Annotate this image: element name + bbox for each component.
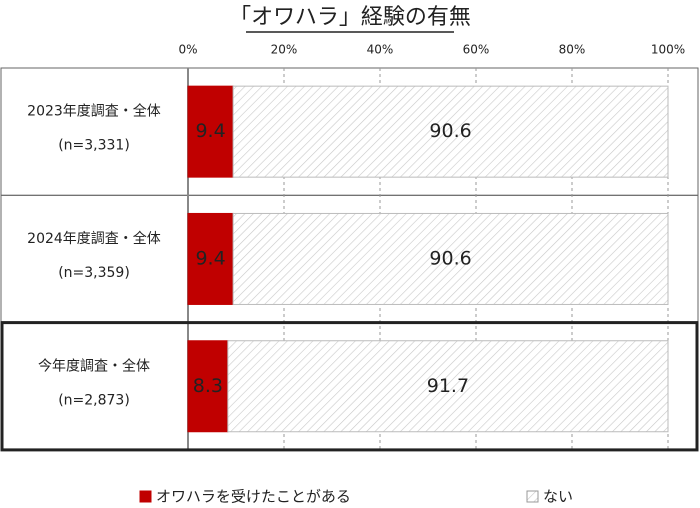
value-label: 90.6: [429, 120, 471, 142]
legend-swatch: [139, 490, 152, 503]
value-label: 8.3: [193, 375, 223, 397]
bar-segment: [232, 85, 669, 178]
sample-size: (n=2,873): [58, 392, 130, 408]
value-label: 9.4: [195, 120, 225, 142]
chart-title: 「オワハラ」経験の有無: [229, 5, 471, 30]
x-tick-label: 60%: [463, 43, 490, 57]
category-label: 2023年度調査・全体: [27, 103, 161, 120]
sample-size: (n=3,331): [58, 138, 130, 154]
legend-swatch: [526, 490, 539, 503]
x-tick-label: 0%: [178, 43, 197, 57]
legend-label: オワハラを受けたことがある: [156, 488, 351, 506]
value-label: 90.6: [429, 247, 471, 269]
highlight-box: [0, 321, 699, 452]
sample-size: (n=3,359): [58, 265, 130, 281]
category-label: 2024年度調査・全体: [27, 230, 161, 247]
bar-segment: [187, 212, 234, 305]
bar-segment: [232, 212, 669, 305]
bar-segment: [187, 340, 229, 433]
category-label: 今年度調査・全体: [38, 357, 150, 374]
legend-label: ない: [543, 488, 573, 506]
x-tick-label: 100%: [651, 43, 685, 57]
x-tick-label: 80%: [559, 43, 586, 57]
x-tick-label: 20%: [271, 43, 298, 57]
value-label: 91.7: [427, 375, 469, 397]
value-label: 9.4: [195, 247, 225, 269]
x-tick-label: 40%: [367, 43, 394, 57]
bar-segment: [227, 340, 669, 433]
